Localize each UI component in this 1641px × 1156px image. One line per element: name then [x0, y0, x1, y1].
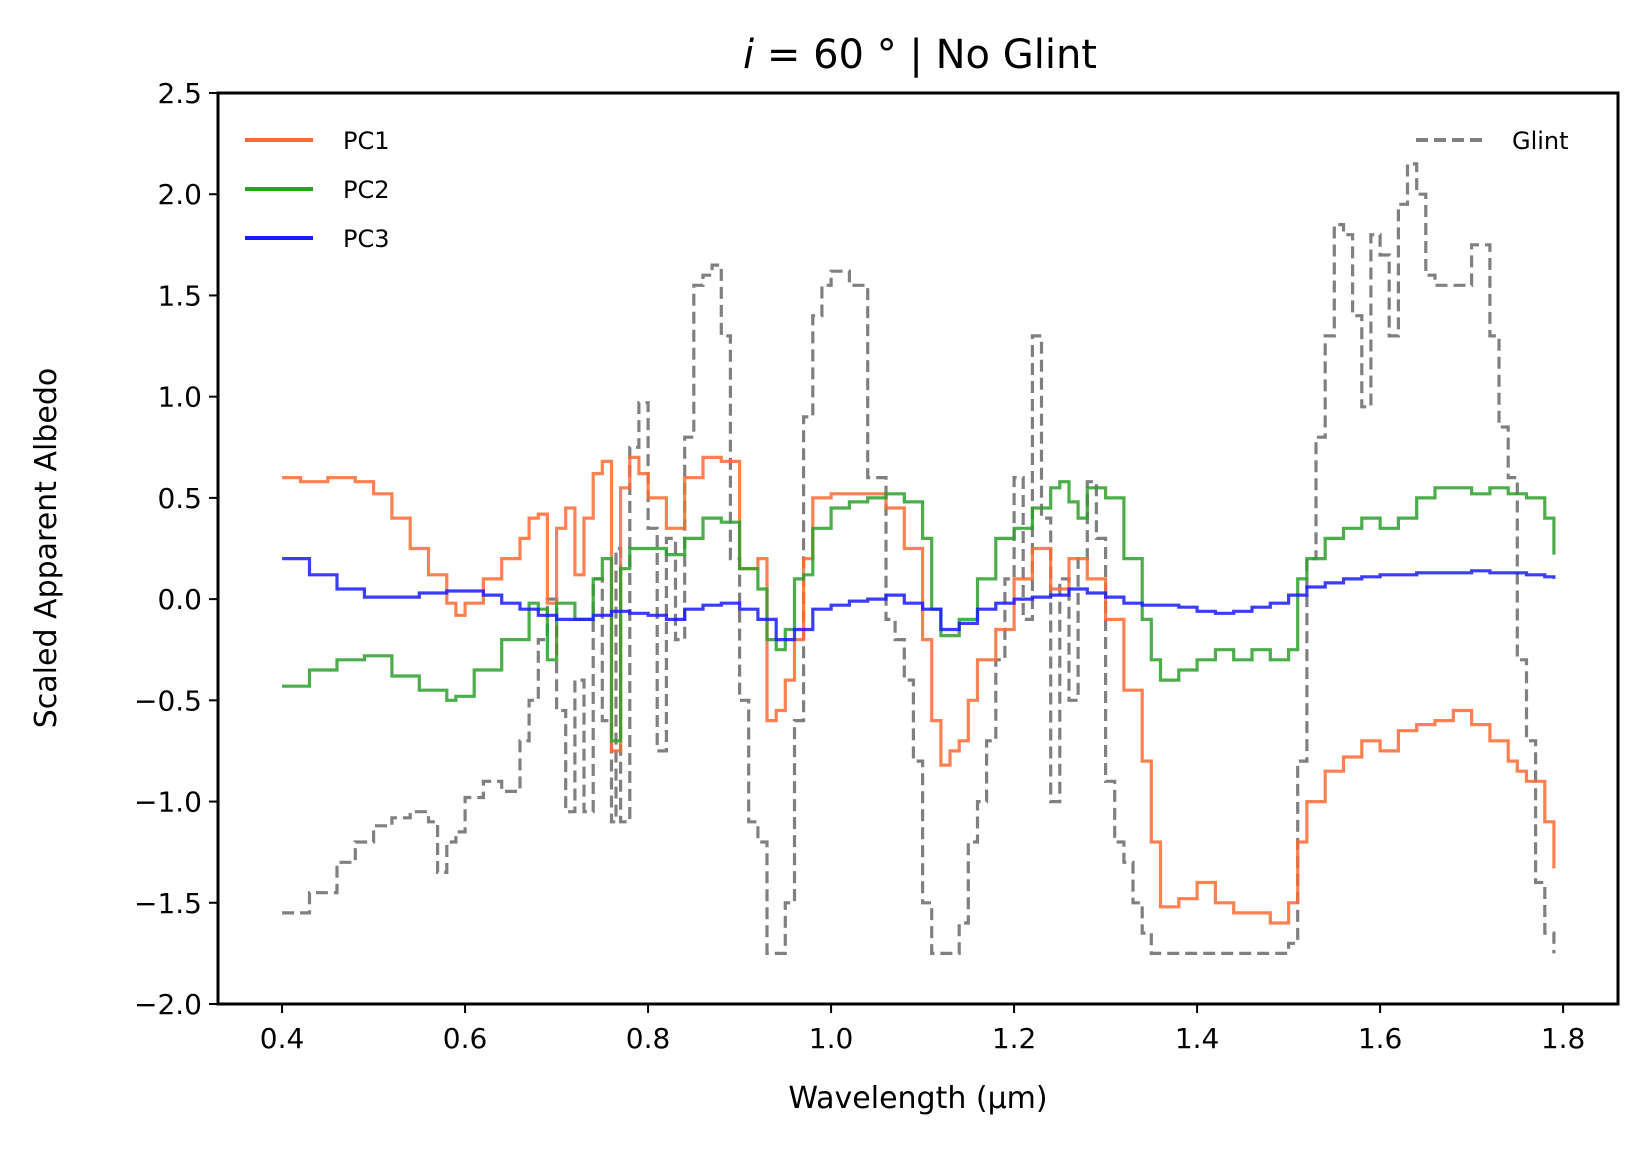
y-tick-label: 0.5	[157, 482, 202, 515]
x-tick-label: 1.4	[1175, 1022, 1220, 1055]
x-tick-label: 1.6	[1358, 1022, 1403, 1055]
y-tick-label: 1.5	[157, 279, 202, 312]
y-tick-label: 2.0	[157, 178, 202, 211]
legend-label-pc1: PC1	[343, 127, 390, 155]
series-line-glint	[282, 162, 1556, 955]
x-tick-label: 0.4	[260, 1022, 305, 1055]
y-tick-label: −2.0	[134, 988, 202, 1021]
legend-label-glint: Glint	[1512, 127, 1569, 155]
axis-ticks: 0.4 0.6 0.8 1.0 1.2 1.4 1.6 1.8 2.5 2.0 1.5 1.0 0.5 0…	[134, 77, 1585, 1055]
y-tick-label: 2.5	[157, 77, 202, 110]
x-axis-label: Wavelength (µm)	[788, 1081, 1047, 1116]
y-tick-label: −0.5	[134, 684, 202, 717]
series-line-pc1	[282, 455, 1556, 925]
y-tick-label: −1.0	[134, 786, 202, 819]
y-tick-label: 1.0	[157, 381, 202, 414]
series-line-pc2	[282, 480, 1556, 743]
plot-area	[282, 162, 1556, 955]
legend-label-pc3: PC3	[343, 225, 390, 253]
legend-label-pc2: PC2	[343, 176, 390, 204]
plot-frame	[216, 91, 1620, 1006]
y-tick-label: 0.0	[157, 583, 202, 616]
x-tick-label: 1.2	[992, 1022, 1037, 1055]
chart-title-rest: = 60 ° | No Glint	[754, 32, 1097, 78]
x-tick-label: 0.8	[626, 1022, 671, 1055]
x-tick-label: 0.6	[443, 1022, 488, 1055]
x-tick-label: 1.0	[809, 1022, 854, 1055]
y-axis-label: Scaled Apparent Albedo	[29, 368, 64, 728]
chart-title: i = 60 ° | No Glint	[743, 32, 1097, 78]
chart-title-italic: i	[743, 32, 754, 78]
x-tick-label: 1.8	[1541, 1022, 1586, 1055]
series-line-pc3	[282, 557, 1556, 642]
legend-left: PC1 PC2 PC3	[245, 127, 390, 253]
legend-right: Glint	[1416, 127, 1569, 155]
y-tick-label: −1.5	[134, 887, 202, 920]
